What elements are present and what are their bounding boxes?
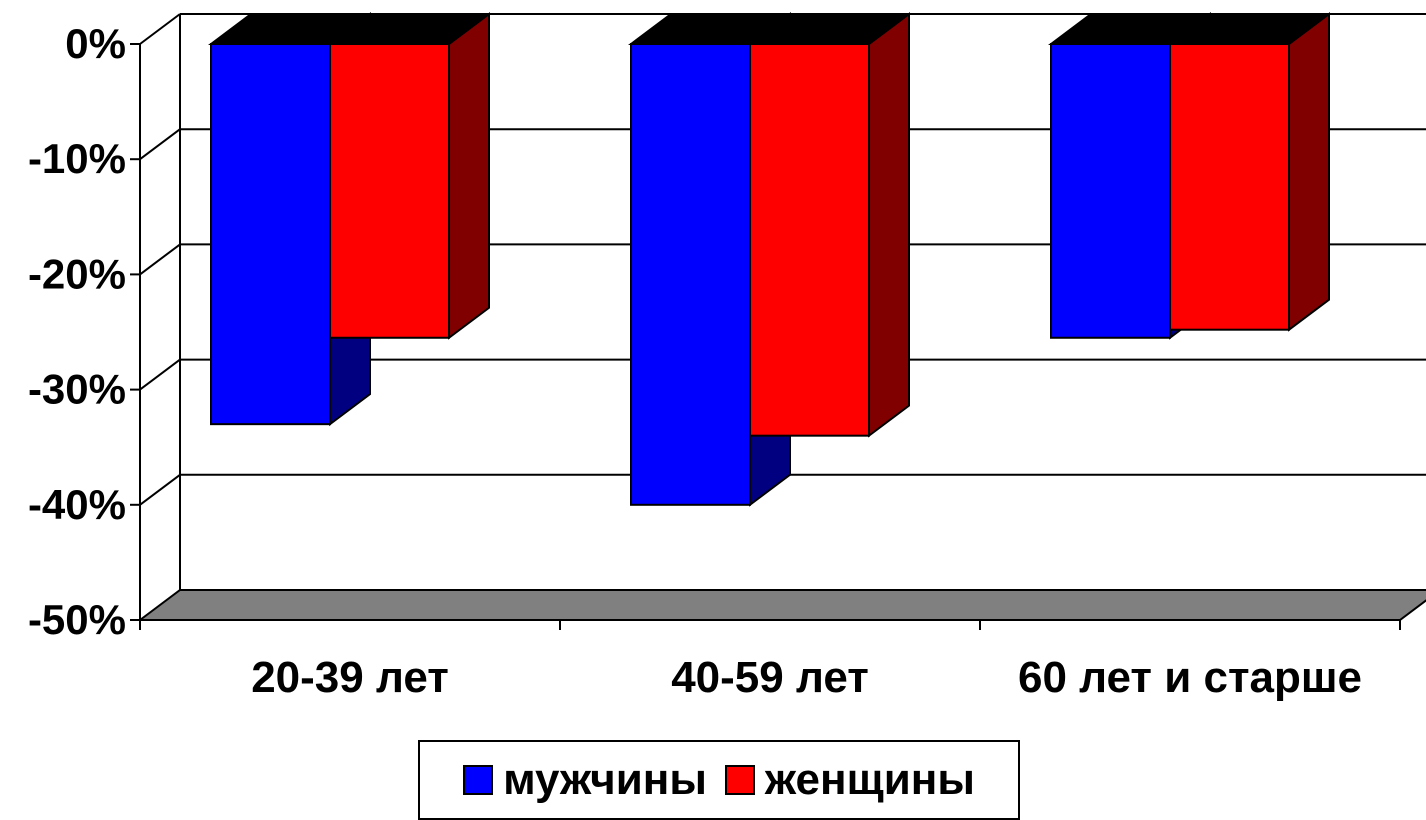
bar-2-1-side — [1288, 12, 1330, 332]
x-tick-label-1: 40-59 лет — [671, 653, 869, 702]
bar-2-1-front — [1169, 43, 1290, 331]
gridline-depth-3 — [139, 358, 181, 391]
y-tick-label-4: -40% — [28, 481, 126, 528]
legend-label-men: мужчины — [503, 755, 707, 804]
bar-0-1-side — [448, 12, 490, 340]
bar-0-0-front — [210, 43, 331, 426]
legend: мужчины женщины — [418, 740, 1020, 820]
chart-floor — [137, 589, 1426, 621]
bar-2-0-front — [1050, 43, 1171, 339]
bar-1-1-side — [868, 12, 910, 438]
legend-swatch-men — [463, 765, 494, 795]
legend-swatch-women — [724, 765, 755, 795]
legend-item-women: женщины — [724, 755, 975, 804]
gridline-depth-0 — [139, 13, 181, 45]
legend-label-women: женщины — [764, 755, 975, 804]
bar-0-1-front — [329, 43, 450, 339]
x-tick-label-2: 60 лет и старше — [1018, 653, 1362, 702]
bar-1-0-front — [630, 43, 751, 506]
y-tick-label-2: -20% — [28, 250, 126, 297]
x-tick-label-0: 20-39 лет — [251, 653, 449, 702]
gridline-depth-1 — [139, 128, 181, 160]
gridline-depth-4 — [139, 473, 181, 506]
y-tick-label-3: -30% — [28, 366, 126, 413]
bar-1-1-front — [749, 43, 870, 437]
y-tick-label-5: -50% — [28, 596, 126, 643]
gridline-depth-2 — [139, 243, 181, 276]
legend-item-men: мужчины — [463, 758, 707, 802]
y-tick-label-1: -10% — [28, 135, 126, 182]
y-tick-label-0: 0% — [65, 20, 126, 67]
